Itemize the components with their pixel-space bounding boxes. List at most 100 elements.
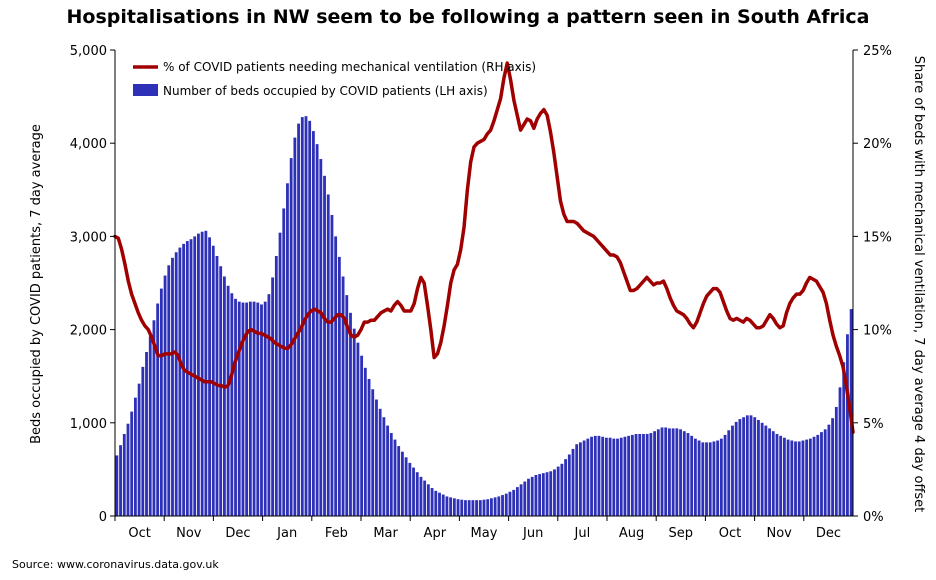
bar [790,440,794,516]
bar [731,425,734,516]
x-tick-label: Apr [424,526,447,541]
bar [408,462,412,516]
bar [200,231,204,517]
bar [401,451,404,516]
bar [775,433,779,516]
ventilation-line [113,61,855,434]
x-tick-label: Jun [522,526,543,541]
bar [716,440,720,516]
bar [808,438,812,516]
bar [490,498,493,516]
bar [334,236,338,516]
bar [686,433,690,516]
x-tick-label: Feb [325,526,348,541]
bar [623,436,627,516]
bar [634,433,638,516]
bar [330,214,334,516]
bar [130,411,134,516]
bar [356,342,360,516]
bar [771,431,775,516]
bar [842,362,846,516]
bar [375,399,378,516]
bar [445,496,449,516]
bar [757,420,760,516]
x-tick-label: Dec [225,526,250,541]
x-tick-label: May [471,526,498,541]
bar [352,328,356,516]
right-tick-label: 25% [863,44,892,59]
bar [341,276,345,516]
bar [649,433,653,516]
bar [159,288,163,516]
bar [816,434,820,516]
bar [794,441,797,516]
bar [241,302,245,516]
left-tick-label: 1,000 [70,417,107,432]
bar [222,276,226,516]
bar [426,484,430,516]
x-tick-label: Nov [767,526,793,541]
bar [742,417,746,516]
bar [419,476,423,516]
bar [438,492,441,516]
bar [300,117,304,516]
right-axis-title: Share of beds with mechanical ventilatio… [911,56,926,513]
bar [471,500,475,516]
line-series [113,61,855,434]
bar [616,438,619,516]
bar [708,442,712,516]
bar [289,158,293,517]
bar [174,252,178,517]
bar [556,466,560,516]
x-tick-label: Nov [176,526,202,541]
bar [734,421,738,516]
bar [404,457,408,516]
bar [604,437,608,516]
bar [679,429,682,516]
bar [382,417,386,516]
source-note: Source: www.coronavirus.data.gov.uk [12,558,219,571]
bar [423,480,427,516]
bar [638,433,642,516]
bar [586,438,590,516]
right-tick-label: 10% [863,324,892,339]
bar [167,265,171,516]
bar [801,440,805,516]
bar [608,437,612,516]
bar [723,434,727,516]
bar [133,397,137,516]
bar [226,285,230,516]
bar [593,435,597,516]
bar [820,432,823,516]
bar [486,499,490,516]
bar [464,500,467,516]
bar [293,137,297,517]
x-tick-label: Sep [669,526,694,541]
bar [831,418,835,516]
bar [412,467,415,516]
bar [434,490,438,516]
tick-labels: 0 1,000 2,000 3,000 4,000 5,000 0% 5% 10% 15% 20% 2… [70,44,892,541]
bar [656,429,660,516]
bar [204,230,208,516]
bar [653,431,656,516]
bar [271,277,275,516]
left-tick-label: 4,000 [70,137,107,152]
bar [779,435,783,516]
bar [145,351,148,516]
bar [230,293,234,516]
bar [267,294,271,516]
bar [690,435,694,516]
bar [519,484,523,516]
bar [504,493,508,516]
bar [441,494,445,516]
right-tick-label: 15% [863,230,892,245]
right-tick-label: 0% [863,510,884,525]
bar [449,497,453,516]
bar [579,442,582,516]
bar [237,301,241,516]
bar [515,487,519,516]
bar [197,233,200,516]
bar [185,241,189,516]
